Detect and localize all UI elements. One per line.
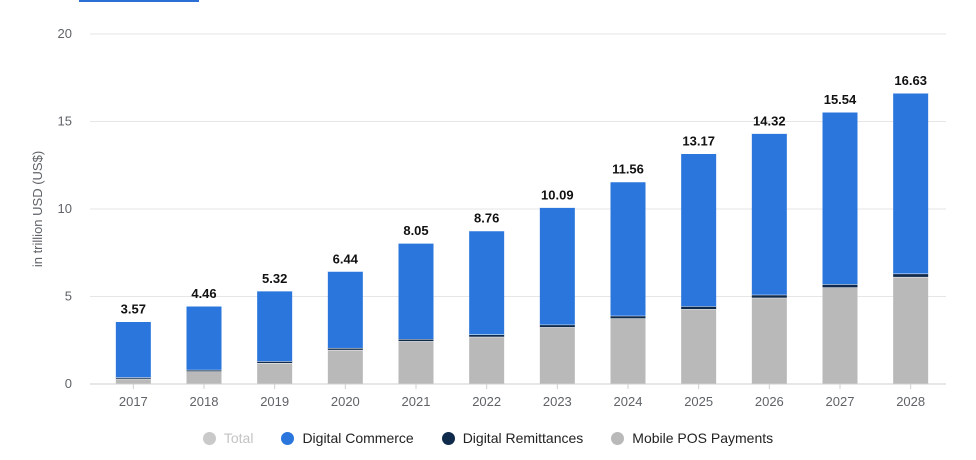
bar-segment-mobile-pos-payments: [751, 297, 787, 384]
legend-label: Digital Commerce: [302, 430, 414, 446]
x-tick-label: 2023: [543, 394, 572, 409]
bar-segment-digital-remittances: [539, 324, 575, 328]
bar-segment-digital-commerce: [327, 271, 363, 348]
bar-segment-digital-remittances: [327, 347, 363, 350]
bar-segment-mobile-pos-payments: [893, 276, 929, 384]
bar-segment-digital-remittances: [257, 361, 293, 363]
data-labels: 3.57 4.46 5.32 6.44 8.05 8.76 10.09 11.56 13.17 1…: [121, 73, 927, 317]
total-data-label: 16.63: [894, 73, 927, 88]
bar-segment-digital-commerce: [893, 92, 929, 274]
bar-segment-digital-remittances: [610, 315, 646, 319]
bar-segment-mobile-pos-payments: [186, 371, 222, 384]
x-tick-label: 2021: [402, 394, 431, 409]
total-data-label: 4.46: [191, 286, 216, 301]
bar-segment-digital-commerce: [186, 305, 222, 370]
total-data-label: 14.32: [753, 113, 786, 128]
bar-segment-mobile-pos-payments: [115, 378, 151, 384]
y-tick-label: 20: [58, 26, 72, 41]
gridlines: [90, 33, 946, 297]
bar-segment-digital-remittances: [115, 377, 151, 379]
legend-item-mobile-pos-payments[interactable]: Mobile POS Payments: [611, 430, 773, 446]
legend-label: Mobile POS Payments: [632, 430, 774, 446]
x-tick-label: 2025: [684, 394, 713, 409]
legend-dot: [611, 431, 625, 445]
y-tick-label: 10: [58, 201, 72, 216]
x-tick-label: 2027: [826, 394, 855, 409]
bar-segment-mobile-pos-payments: [327, 349, 363, 384]
bar-segment-digital-remittances: [398, 339, 434, 342]
bars: [115, 92, 929, 384]
legend-label: Total: [223, 430, 254, 446]
bar-segment-digital-commerce: [115, 321, 151, 378]
total-data-label: 15.54: [824, 92, 857, 107]
legend-item-digital-commerce[interactable]: Digital Commerce: [281, 430, 414, 446]
y-tick-label: 5: [65, 289, 72, 304]
top-tab-indicator: [79, 0, 199, 2]
legend-label: Digital Remittances: [462, 430, 584, 446]
legend-item-total[interactable]: Total: [202, 430, 254, 446]
total-data-label: 11.56: [612, 162, 644, 177]
bar-segment-digital-remittances: [681, 306, 717, 310]
bar-segment-digital-remittances: [186, 369, 222, 372]
bar-segment-mobile-pos-payments: [257, 363, 293, 384]
bar-segment-digital-remittances: [893, 273, 929, 277]
x-tick-label: 2022: [472, 394, 501, 409]
bar-segment-mobile-pos-payments: [398, 341, 434, 384]
total-data-label: 8.76: [474, 211, 499, 226]
x-tick-label: 2024: [614, 394, 643, 409]
bar-segment-digital-commerce: [822, 112, 858, 285]
bar-segment-mobile-pos-payments: [539, 327, 575, 384]
legend: Total Digital Commerce Digital Remittanc…: [0, 428, 976, 448]
bar-segment-digital-commerce: [469, 230, 505, 335]
bar-segment-digital-remittances: [751, 294, 787, 298]
bar-segment-mobile-pos-payments: [610, 318, 646, 384]
bar-segment-digital-commerce: [681, 153, 717, 307]
x-tick-label: 2019: [260, 394, 289, 409]
x-tick-label: 2020: [331, 394, 360, 409]
x-tick-label: 2017: [119, 394, 148, 409]
bar-segment-mobile-pos-payments: [681, 309, 717, 384]
legend-dot: [441, 431, 455, 445]
bar-segment-digital-commerce: [751, 133, 787, 295]
total-data-label: 5.32: [262, 271, 287, 286]
bar-segment-digital-commerce: [398, 243, 434, 340]
bar-segment-mobile-pos-payments: [469, 336, 505, 384]
total-data-label: 13.17: [682, 134, 715, 149]
bar-segment-digital-commerce: [539, 207, 575, 325]
x-tick-label: 2028: [896, 394, 925, 409]
bar-segment-digital-remittances: [822, 284, 858, 288]
y-tick-label: 0: [65, 376, 72, 391]
total-data-label: 10.09: [541, 187, 574, 202]
axes: 0 5 10 15 20 2017 2018 2019 2020 2021 2022 2023 2024…: [58, 26, 946, 409]
total-data-label: 3.57: [121, 302, 146, 317]
x-tick-label: 2018: [190, 394, 219, 409]
y-axis-label: in trillion USD (US$): [30, 151, 45, 267]
legend-dot: [202, 431, 216, 445]
bar-segment-digital-remittances: [469, 334, 505, 337]
y-tick-label: 15: [58, 114, 72, 129]
total-data-label: 8.05: [403, 223, 428, 238]
legend-item-digital-remittances[interactable]: Digital Remittances: [441, 430, 584, 446]
bar-segment-digital-commerce: [257, 290, 293, 362]
bar-segment-mobile-pos-payments: [822, 287, 858, 384]
x-tick-label: 2026: [755, 394, 784, 409]
bar-segment-digital-commerce: [610, 181, 646, 316]
total-data-label: 6.44: [333, 251, 359, 266]
stacked-bar-chart: 3.57 4.46 5.32 6.44 8.05 8.76 10.09 11.56 13.17 1…: [30, 26, 946, 409]
legend-dot: [281, 431, 295, 445]
